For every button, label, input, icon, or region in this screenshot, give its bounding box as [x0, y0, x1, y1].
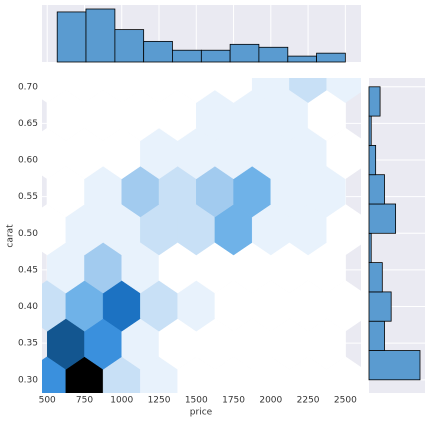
y-tick-label: 0.65: [18, 119, 38, 129]
y-tick-label: 0.45: [18, 265, 38, 275]
hex-bin: [251, 78, 290, 103]
x-axis-label: price: [190, 408, 213, 418]
y-tick-label: 0.70: [18, 82, 38, 92]
y-tick-label: 0.55: [18, 192, 38, 202]
histogram-bar: [229, 43, 260, 63]
histogram-bar: [258, 46, 289, 63]
x-tick-label: 2250: [297, 396, 320, 406]
histogram-bar: [368, 115, 372, 146]
y-tick-label: 0.30: [18, 375, 38, 385]
histogram-bar: [368, 203, 397, 234]
histogram-bar: [316, 52, 346, 63]
x-tick-label: 2500: [334, 396, 357, 406]
histogram-bar: [287, 55, 317, 63]
x-tick-label: 1500: [185, 396, 208, 406]
histogram-bar: [368, 291, 392, 322]
hex-bin: [177, 78, 216, 103]
histogram-bar: [143, 40, 173, 63]
hex-bin: [65, 78, 104, 103]
hex-bin: [42, 78, 67, 103]
x-tick-label: 750: [76, 396, 93, 406]
x-tick-label: 1750: [222, 396, 245, 406]
hex-bin: [289, 78, 327, 103]
x-tick-label: 1250: [148, 396, 171, 406]
histogram-bar: [368, 144, 377, 176]
x-tick-label: 1000: [110, 396, 133, 406]
histogram-bar: [368, 86, 381, 117]
y-axis-label: carat: [6, 224, 16, 248]
histogram-bar: [200, 49, 231, 63]
histogram-bar: [368, 320, 385, 351]
histogram-bar: [114, 29, 145, 63]
hex-bin: [140, 78, 178, 103]
histogram-bar: [172, 49, 202, 63]
histogram-bar: [368, 174, 385, 205]
y-tick-label: 0.50: [18, 229, 38, 239]
x-tick-label: 2000: [259, 396, 282, 406]
marginals: [56, 8, 421, 381]
hexbin: [42, 78, 361, 393]
histogram-bar: [368, 350, 421, 381]
hex-bin: [102, 78, 141, 103]
x-tick-label: 500: [39, 396, 56, 406]
hex-bin: [214, 78, 253, 103]
hex-bin: [326, 78, 361, 103]
y-tick-label: 0.40: [18, 302, 38, 312]
histogram-bar: [56, 11, 87, 63]
histogram-bar: [368, 262, 383, 293]
histogram-bar: [85, 8, 116, 63]
y-tick-label: 0.35: [18, 339, 38, 349]
histogram-bar: [368, 232, 372, 264]
y-tick-label: 0.60: [18, 156, 38, 166]
